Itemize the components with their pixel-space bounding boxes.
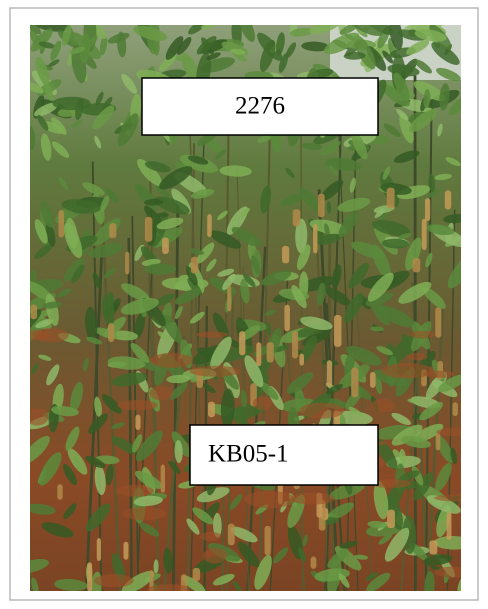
soil <box>123 507 166 520</box>
pod <box>313 224 317 253</box>
label: KB05-1 <box>208 441 289 468</box>
pod <box>267 342 274 362</box>
pod <box>327 360 332 387</box>
pod <box>429 540 437 554</box>
pod <box>387 188 395 209</box>
leaf <box>52 97 90 110</box>
soil <box>290 493 334 505</box>
figure: 2276 KB05-1 <box>0 0 488 609</box>
pod <box>265 526 271 556</box>
pod <box>318 194 325 218</box>
pod <box>370 372 376 388</box>
pod <box>161 465 165 493</box>
pod <box>108 323 114 342</box>
pod <box>193 568 200 581</box>
pod <box>334 315 342 347</box>
soil <box>150 386 173 400</box>
pod <box>299 353 304 365</box>
pod <box>145 217 152 242</box>
pod <box>292 331 298 359</box>
soil <box>203 548 227 564</box>
soil <box>382 363 434 378</box>
soil <box>299 403 344 419</box>
soil <box>94 574 134 587</box>
soil <box>253 397 272 410</box>
pod <box>87 562 92 591</box>
pod <box>239 331 245 355</box>
soil <box>117 400 157 410</box>
page: {"labels": ["2276", "KB05-1"]} 2276 KB05… <box>0 0 488 609</box>
soil <box>434 494 487 501</box>
soil <box>150 353 194 368</box>
pod <box>97 538 101 561</box>
pod <box>445 190 451 209</box>
soil <box>407 353 428 360</box>
pod <box>123 542 128 560</box>
pod <box>311 556 317 568</box>
soil <box>190 366 241 377</box>
pod <box>453 402 458 416</box>
soil <box>244 491 295 508</box>
soil <box>371 399 395 413</box>
pod <box>351 367 358 397</box>
pod <box>435 307 441 338</box>
pod <box>227 286 231 312</box>
pod <box>413 258 421 272</box>
pod <box>207 214 212 237</box>
soil <box>410 331 435 339</box>
label: 2276 <box>235 93 285 120</box>
pod <box>162 238 169 254</box>
pod <box>208 402 215 418</box>
pod <box>125 252 129 275</box>
pod <box>436 433 441 451</box>
pod <box>447 512 452 540</box>
pod <box>31 305 38 320</box>
pod <box>57 484 62 500</box>
pod <box>135 415 140 430</box>
pod <box>284 305 289 332</box>
soil <box>200 532 221 541</box>
pod <box>293 209 301 226</box>
pod <box>422 219 427 250</box>
pod <box>425 198 430 221</box>
pod <box>228 524 235 546</box>
soil <box>116 485 154 497</box>
pod <box>109 223 116 238</box>
pod <box>59 210 64 238</box>
pod <box>191 257 198 274</box>
pod <box>387 510 395 528</box>
soil <box>196 332 228 338</box>
pod <box>282 246 289 263</box>
pod <box>256 342 261 366</box>
